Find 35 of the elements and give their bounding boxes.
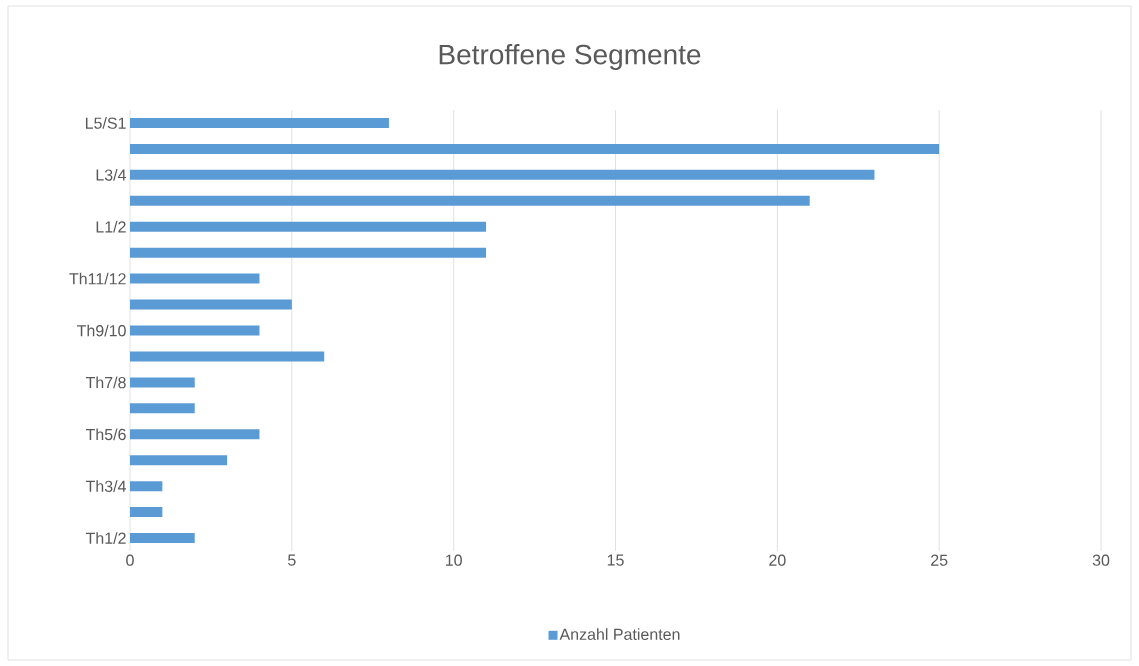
bar bbox=[130, 455, 228, 466]
y-tick-label: L5/S1 bbox=[85, 117, 126, 129]
bar bbox=[130, 325, 260, 336]
legend-label: Anzahl Patienten bbox=[559, 628, 680, 640]
bar bbox=[130, 247, 487, 258]
x-tick-label: 5 bbox=[288, 554, 296, 566]
chart-title: Betroffene Segmente bbox=[439, 43, 701, 71]
bar bbox=[130, 533, 195, 544]
x-tick-label: 15 bbox=[607, 554, 624, 566]
bar bbox=[130, 221, 487, 232]
bar bbox=[130, 299, 292, 310]
x-tick-label: 25 bbox=[931, 554, 948, 566]
y-tick-label: Th7/8 bbox=[85, 376, 126, 389]
y-tick-label: Th9/10 bbox=[77, 324, 126, 337]
bar bbox=[130, 507, 163, 518]
bar bbox=[130, 169, 875, 180]
x-tick-label: 0 bbox=[126, 554, 134, 566]
bar bbox=[130, 377, 195, 388]
y-tick-label: Th1/2 bbox=[85, 532, 126, 544]
x-tick-label: 30 bbox=[1092, 554, 1110, 566]
y-tick-label: Th11/12 bbox=[69, 272, 126, 285]
y-tick-label: Th5/6 bbox=[85, 428, 126, 441]
bar bbox=[130, 117, 389, 128]
bar bbox=[130, 273, 260, 284]
y-tick-label: L1/2 bbox=[96, 220, 126, 233]
bar bbox=[130, 481, 163, 492]
bar bbox=[130, 351, 325, 362]
bar bbox=[130, 195, 810, 206]
y-tick-label: L3/4 bbox=[96, 168, 126, 181]
bar bbox=[130, 429, 260, 440]
x-tick-label: 10 bbox=[446, 554, 462, 566]
x-tick-label: 20 bbox=[769, 554, 786, 566]
y-tick-label: Th3/4 bbox=[85, 480, 126, 493]
bar bbox=[130, 143, 940, 154]
bar bbox=[130, 403, 195, 414]
